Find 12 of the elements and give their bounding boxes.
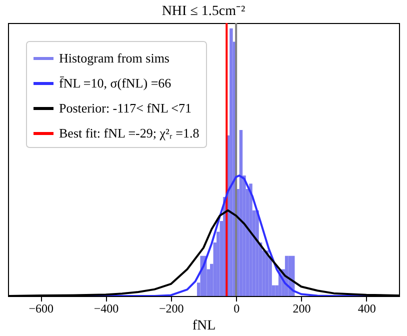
- x-tick-label: 0: [234, 302, 240, 316]
- legend-label: Histogram from sims: [59, 50, 170, 66]
- x-tick-label: −400: [94, 302, 119, 316]
- x-tick-label: −200: [159, 302, 184, 316]
- legend-label: f̄NL =10, σ(fNL) =66: [59, 76, 172, 90]
- ref-line-label: Best fit: fNL =-29; χ²ᵣ =1.8: [59, 126, 200, 140]
- x-tick-label: 200: [292, 302, 311, 316]
- x-tick-label: 400: [358, 302, 376, 316]
- chart-title: NHI ≤ 1.5cm⁻²: [162, 4, 246, 19]
- legend-label: Posterior: -117< fNL <71: [59, 100, 192, 116]
- x-axis-title: fNL: [192, 318, 216, 334]
- x-tick-label: −600: [28, 302, 54, 316]
